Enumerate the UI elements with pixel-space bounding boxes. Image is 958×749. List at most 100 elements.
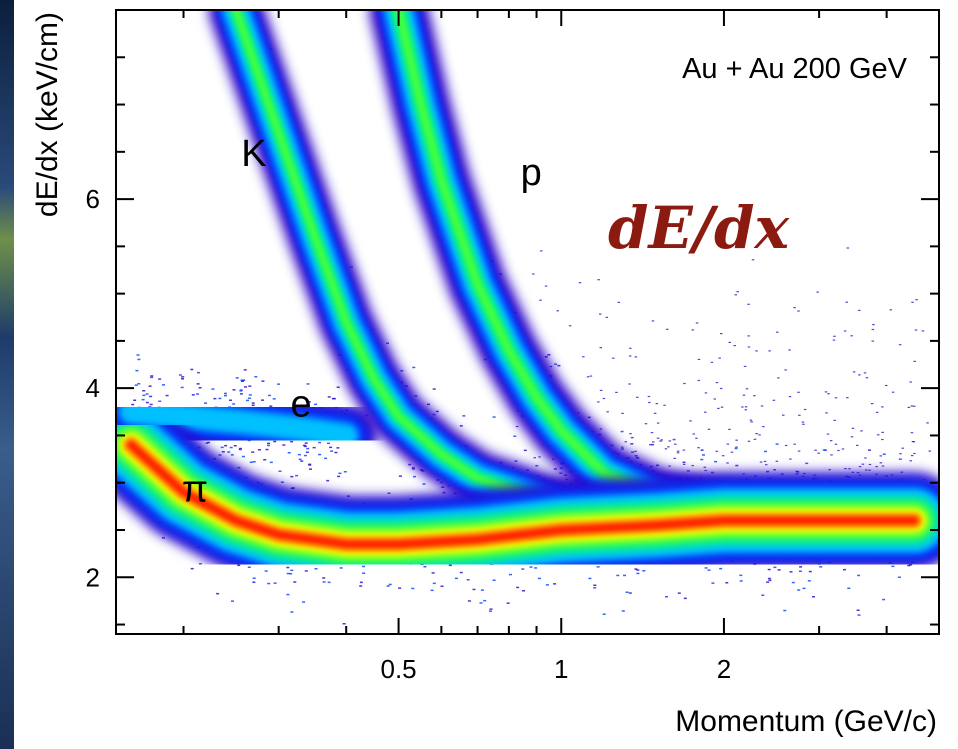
density-dot [515,425,519,428]
density-dot [647,395,651,398]
density-dot [710,361,714,363]
density-dot [864,457,867,459]
density-dot [513,435,517,437]
density-dot [538,456,541,458]
density-dot [489,608,493,610]
density-dot [302,601,306,603]
density-dot [797,450,801,452]
density-dot [808,570,812,573]
density-dot [814,449,817,451]
density-dot [198,563,202,565]
density-dot [150,376,154,379]
density-dot [910,432,914,434]
density-dot [308,463,312,466]
density-dot [747,335,750,337]
density-dot [599,428,603,430]
density-dot [553,583,557,585]
density-dot [625,591,629,593]
density-dot [782,414,785,416]
density-dot [784,369,787,371]
density-dot [338,472,342,475]
density-dot [273,582,277,584]
density-dot [196,383,200,385]
density-dot [863,372,867,374]
density-dot [540,250,543,252]
density-dot [488,610,492,612]
density-dot [408,463,412,466]
density-dot [833,419,836,421]
density-dot [673,457,676,459]
density-dot [791,581,795,584]
density-dot [667,446,670,448]
density-dot [269,461,273,464]
density-dot [797,391,800,393]
density-dot [295,474,299,477]
density-dot [751,259,755,261]
density-dot [858,309,861,311]
density-dot [911,301,914,303]
density-dot [326,479,330,482]
density-dot [300,460,304,462]
density-dot [621,446,624,448]
density-dot [230,454,234,456]
density-dot [649,444,652,446]
density-dot [514,460,518,462]
density-dot [789,571,793,573]
density-dot [672,438,676,441]
density-dot [597,279,600,281]
plot-frame [115,9,940,635]
density-dot [578,282,582,284]
band-label-p: p [521,152,542,194]
density-dot [773,469,777,471]
density-dot [875,466,878,468]
density-dot [788,349,791,351]
density-dot [761,594,765,596]
density-dot [704,469,707,472]
density-dot [926,422,929,424]
density-dot [762,426,765,428]
density-dot [691,329,694,331]
density-dot [783,609,787,612]
y-tick-label: 6 [86,184,100,214]
density-dot [850,436,854,438]
density-dot [885,384,888,387]
density-dot [629,433,632,435]
density-dot [807,580,811,582]
density-dot [235,377,239,379]
density-dot [472,588,476,591]
density-dot [677,592,681,594]
density-dot [624,441,627,443]
density-dot [739,574,743,577]
density-dot [860,430,863,432]
density-dot [735,446,738,448]
density-dot [713,398,716,400]
y-axis-title: dE/dx (keV/cm) [31,12,64,217]
density-dot [427,403,430,406]
band-label-π: π [182,469,208,511]
density-dot [553,468,557,470]
density-dot [327,396,331,398]
density-dot [739,580,743,582]
density-dot [241,455,245,458]
density-dot [837,449,840,452]
density-dot [865,377,869,379]
density-dot [777,377,780,379]
density-dot [704,392,708,394]
density-dot [665,328,669,330]
density-dot [828,469,831,471]
density-dot [136,354,140,356]
density-dot [651,320,655,322]
density-dot [861,463,865,465]
density-dot [557,364,561,367]
density-dot [652,441,655,443]
density-dot [898,344,902,346]
density-dot [568,325,572,327]
density-dot [726,443,730,445]
density-dot [797,310,800,312]
density-dot [634,450,637,452]
density-dot [768,350,771,352]
density-dot [565,479,569,481]
density-dot [730,451,734,453]
density-dot [398,475,402,477]
density-dot [784,444,788,447]
